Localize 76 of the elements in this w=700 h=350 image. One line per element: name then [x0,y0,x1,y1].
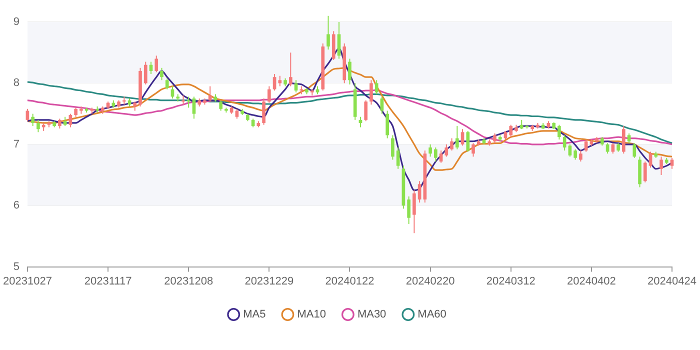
candlestick [509,124,513,138]
candlestick [407,196,410,224]
candlestick [434,146,438,162]
candlestick [74,107,78,118]
legend-label: MA30 [357,308,386,321]
candlestick [396,146,400,170]
candlestick [562,134,566,152]
candlestick [36,119,40,133]
x-tick-label: 20240220 [406,275,455,288]
candlestick [68,113,72,128]
candlestick [294,80,298,93]
y-tick-label: 9 [13,16,20,28]
candlestick [568,144,572,158]
candlestick [144,61,148,85]
x-tick-label: 20231117 [84,275,132,288]
candlestick [374,80,378,95]
y-tick-label: 5 [13,260,20,273]
candlestick [386,110,389,139]
candlestick [288,52,292,87]
candlestick [444,144,448,158]
candlestick [493,132,496,144]
candlestick [460,128,464,146]
candlestick [450,138,454,152]
candlestick [466,130,470,152]
candlestick [337,22,341,60]
candlestick [670,157,674,170]
candlestick [579,150,582,162]
candlestick [348,58,352,85]
candlestick [439,150,443,164]
candlestick [627,132,631,144]
candlestick [648,151,652,168]
x-tick-label: 20240312 [486,275,536,288]
candlestick [268,86,271,104]
candlestick [364,100,368,122]
candlestick [63,116,67,127]
legend-label: MA5 [243,308,266,321]
candlestick [412,190,416,234]
y-tick-label: 7 [13,138,20,150]
candlestick [632,142,636,158]
candlestick [643,161,647,183]
candlestick [272,74,276,92]
candlestick [192,96,196,120]
candlestick [622,126,626,154]
candlestick [133,101,137,112]
x-tick-label: 20231208 [164,275,214,288]
candlestick [154,55,158,73]
candlestick [391,134,394,160]
x-tick-label: 20231027 [2,275,52,288]
candlestick [370,80,373,106]
candlestick [26,108,30,122]
candlestick [472,142,475,158]
candlestick [455,126,459,150]
candlestick [208,86,212,102]
candlestick [160,67,164,81]
candlestick [326,15,330,50]
candlestick [219,100,222,112]
candlestick [165,78,169,90]
candlestick [558,124,561,140]
legend-label: MA10 [297,308,326,321]
x-tick-label: 20240424 [648,275,696,288]
candlestick [660,156,663,176]
candlestick [418,180,422,204]
candlestick [574,148,577,160]
candlestick [278,75,282,87]
candlestick [428,144,432,158]
candlestick [520,119,524,130]
candlestick [31,113,35,127]
x-tick-label: 20240402 [566,275,616,288]
y-tick-label: 6 [13,200,20,212]
x-tick-label: 20240122 [325,275,374,288]
legend-label: MA60 [418,308,446,321]
candlestick [58,118,62,129]
x-tick-label: 20231229 [244,275,294,288]
candlestick [262,98,266,126]
candlestick [235,108,239,120]
y-tick-label: 8 [13,77,20,90]
